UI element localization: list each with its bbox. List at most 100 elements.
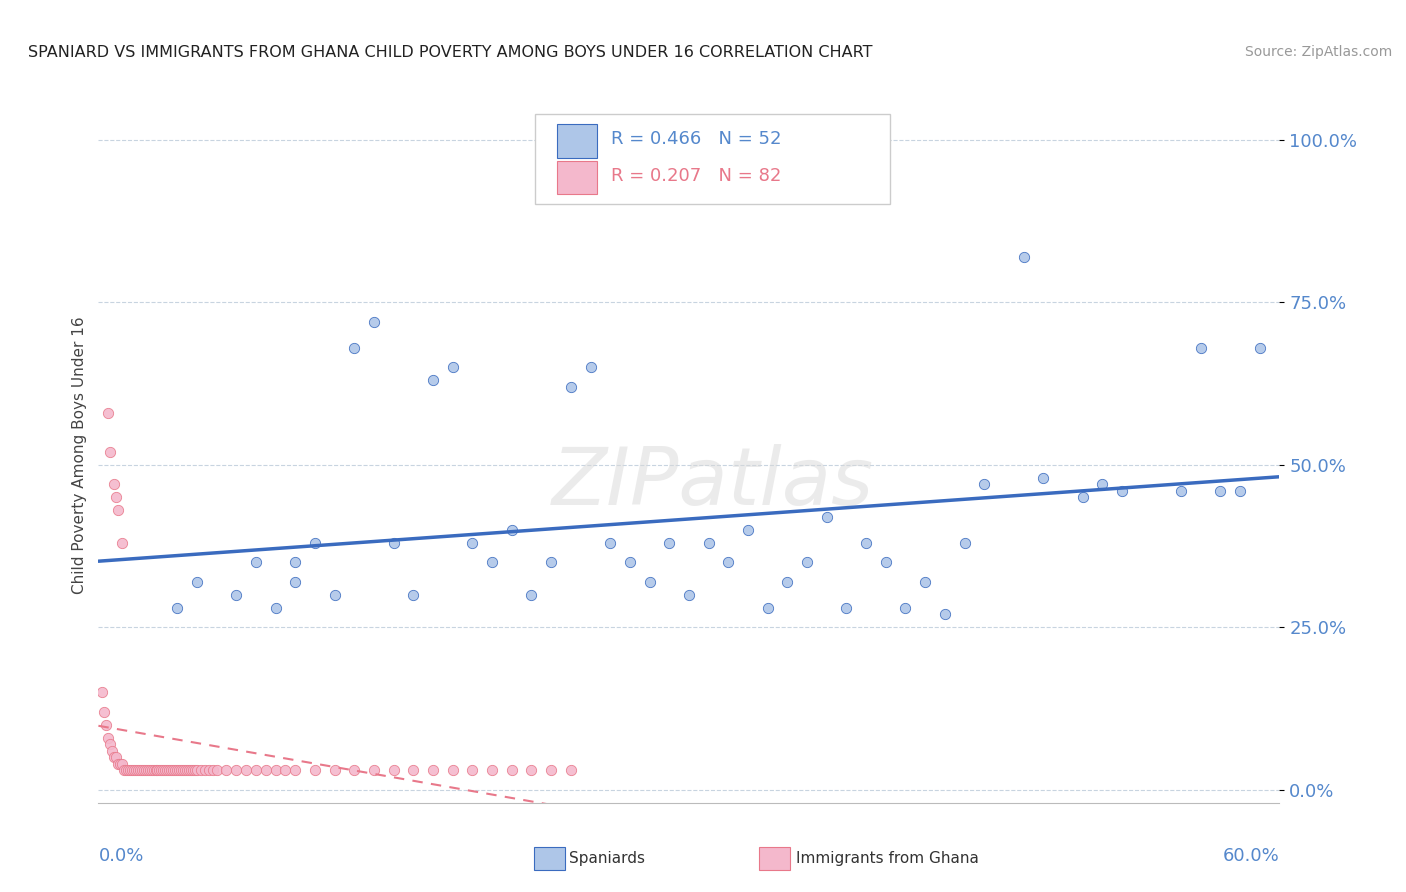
Point <box>142 764 165 778</box>
Point <box>186 764 208 778</box>
Point <box>254 764 277 778</box>
Point <box>1189 341 1212 355</box>
Point <box>481 764 503 778</box>
Point <box>107 756 129 771</box>
Text: SPANIARD VS IMMIGRANTS FROM GHANA CHILD POVERTY AMONG BOYS UNDER 16 CORRELATION : SPANIARD VS IMMIGRANTS FROM GHANA CHILD … <box>28 45 873 60</box>
Point <box>875 555 897 569</box>
Point <box>284 555 307 569</box>
Point <box>501 764 523 778</box>
Point <box>105 750 128 764</box>
Point <box>93 705 115 719</box>
Point <box>135 764 157 778</box>
Point <box>402 764 425 778</box>
Point <box>501 523 523 537</box>
Point <box>91 685 114 699</box>
Point <box>658 535 681 549</box>
Point <box>914 574 936 589</box>
Point <box>96 718 118 732</box>
Point <box>1209 483 1232 498</box>
Point <box>166 600 188 615</box>
Text: 0.0%: 0.0% <box>98 847 143 865</box>
Point <box>560 379 582 393</box>
Point <box>205 764 228 778</box>
Point <box>103 477 125 491</box>
Point <box>264 764 287 778</box>
Point <box>737 523 759 537</box>
Point <box>194 764 217 778</box>
Point <box>441 360 464 375</box>
Point <box>190 764 212 778</box>
Point <box>165 764 187 778</box>
Text: Spaniards: Spaniards <box>569 851 645 866</box>
Point <box>118 764 141 778</box>
Point <box>162 764 184 778</box>
Point <box>264 600 287 615</box>
Text: 60.0%: 60.0% <box>1223 847 1279 865</box>
Point <box>274 764 297 778</box>
Point <box>756 600 779 615</box>
Point <box>441 764 464 778</box>
Point <box>323 764 346 778</box>
Point <box>343 341 366 355</box>
Point <box>382 535 405 549</box>
Point <box>579 360 602 375</box>
Point <box>97 731 120 745</box>
Point <box>540 555 562 569</box>
Point <box>461 764 484 778</box>
Point <box>717 555 740 569</box>
Point <box>235 764 257 778</box>
Point <box>156 764 179 778</box>
Point <box>201 764 224 778</box>
Point <box>111 535 134 549</box>
Point <box>160 764 183 778</box>
Point <box>619 555 641 569</box>
Text: Immigrants from Ghana: Immigrants from Ghana <box>796 851 979 866</box>
Point <box>304 764 326 778</box>
Point <box>108 756 131 771</box>
Point <box>422 373 444 387</box>
Point <box>125 764 148 778</box>
Point <box>180 764 202 778</box>
Point <box>520 764 543 778</box>
Point <box>245 555 267 569</box>
Point <box>481 555 503 569</box>
Point <box>98 444 121 458</box>
Point <box>1170 483 1192 498</box>
Point <box>1111 483 1133 498</box>
Point <box>97 406 120 420</box>
Point <box>122 764 145 778</box>
Point <box>150 764 173 778</box>
Point <box>177 764 200 778</box>
Point <box>166 764 188 778</box>
Point <box>105 490 128 504</box>
Point <box>148 764 170 778</box>
Point <box>101 744 124 758</box>
Point <box>1012 250 1035 264</box>
Point <box>112 764 135 778</box>
Text: R = 0.207   N = 82: R = 0.207 N = 82 <box>612 167 782 185</box>
Point <box>323 588 346 602</box>
Point <box>1091 477 1114 491</box>
Point <box>181 764 204 778</box>
Text: R = 0.466   N = 52: R = 0.466 N = 52 <box>612 129 782 147</box>
Point <box>304 535 326 549</box>
Point <box>152 764 174 778</box>
Point <box>855 535 877 549</box>
Point <box>184 764 207 778</box>
Point <box>402 588 425 602</box>
Point <box>174 764 197 778</box>
Point <box>131 764 153 778</box>
Point <box>170 764 193 778</box>
Point <box>98 737 121 751</box>
Point <box>461 535 484 549</box>
Point <box>540 764 562 778</box>
Point <box>1032 471 1054 485</box>
Point <box>167 764 190 778</box>
Point <box>422 764 444 778</box>
Point <box>934 607 956 622</box>
Point <box>157 764 180 778</box>
Point <box>363 764 385 778</box>
Point <box>599 535 621 549</box>
Point <box>894 600 917 615</box>
Bar <box>557 161 596 194</box>
